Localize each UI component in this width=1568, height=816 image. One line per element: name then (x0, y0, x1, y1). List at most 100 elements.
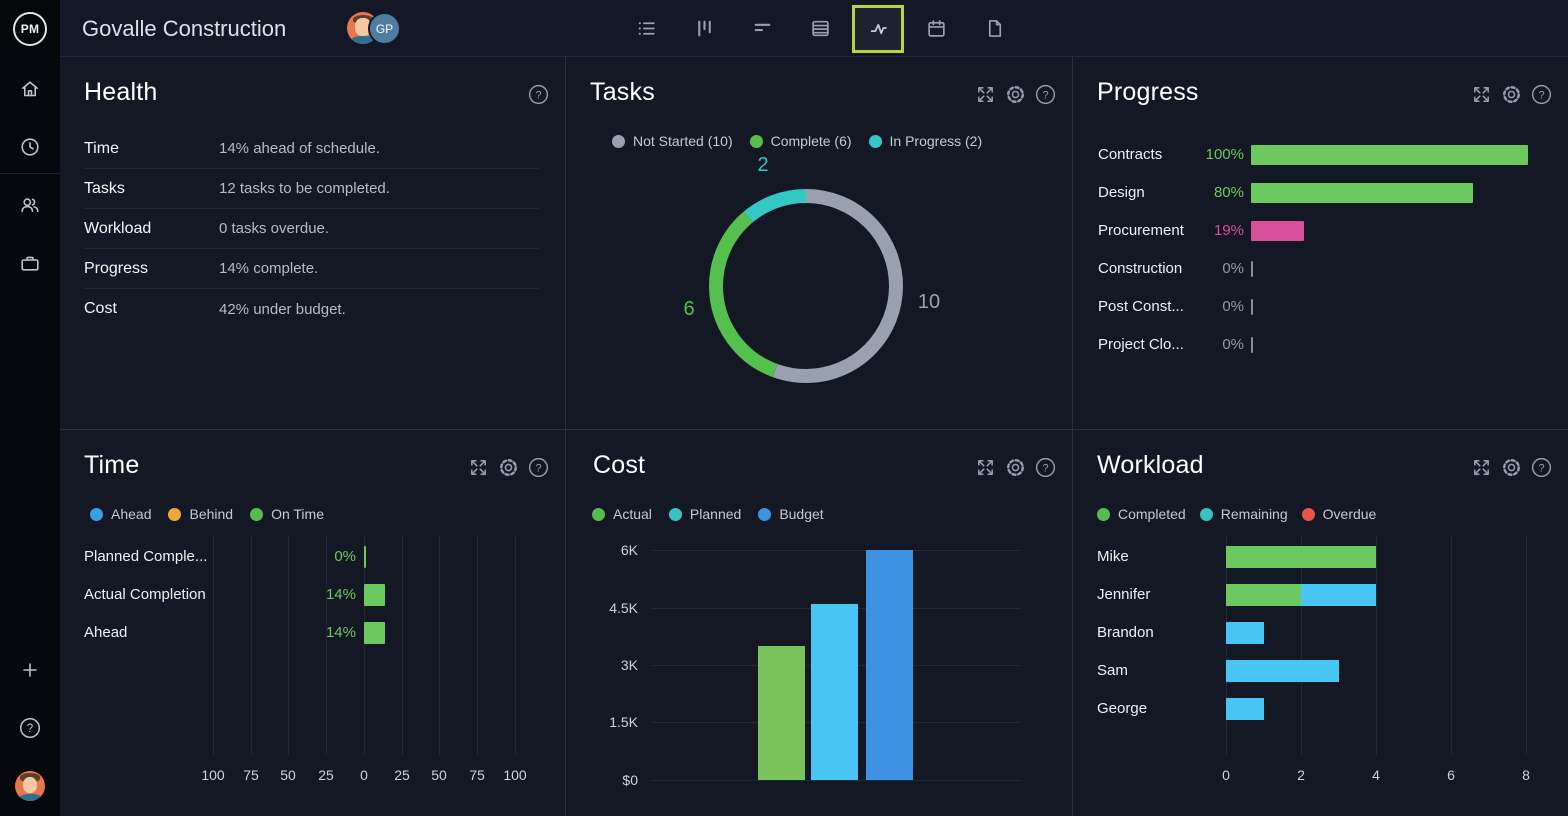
tab-list-view[interactable] (617, 0, 675, 57)
progress-title: Progress (1097, 78, 1199, 106)
panel-cost: Cost Actual Planned Budget $0 1.5K 3K 4.… (566, 430, 1072, 816)
panel-progress: Progress Contracts 100% Design 80% Procu… (1073, 57, 1568, 429)
health-metrics: Time 14% ahead of schedule. Tasks 12 tas… (84, 129, 539, 329)
legend-dot (1301, 507, 1315, 521)
row-percent: 14% (325, 586, 356, 603)
help-icon[interactable] (1035, 84, 1056, 105)
expand-icon[interactable] (1471, 84, 1492, 105)
legend-label: Behind (189, 506, 234, 522)
help-icon[interactable] (1531, 457, 1552, 478)
panel-tasks: Tasks Not Started (10) Complete (6) In P… (566, 57, 1072, 429)
gridline (402, 535, 403, 755)
gear-icon[interactable] (1501, 84, 1522, 105)
gridline (1376, 535, 1377, 755)
progress-row: Post Const... 0% (1073, 288, 1568, 326)
metric-value: 12 tasks to be completed. (219, 180, 390, 197)
legend-item: Actual (592, 506, 652, 522)
y-tick: 6K (620, 542, 638, 558)
member-avatar-initials[interactable]: GP (368, 12, 401, 45)
time-bar (364, 584, 386, 606)
help-icon[interactable] (1035, 457, 1056, 478)
tab-board-view[interactable] (675, 0, 733, 57)
gridline (1301, 535, 1302, 755)
donut-value-not-started: 10 (917, 291, 941, 313)
legend-dot (758, 507, 772, 521)
help-icon[interactable] (528, 84, 549, 105)
workload-title: Workload (1097, 451, 1204, 479)
gear-icon[interactable] (498, 457, 519, 478)
legend-item: Completed (1097, 506, 1186, 522)
x-tick: 4 (1372, 767, 1380, 783)
sidebar-item-help[interactable] (0, 716, 60, 740)
legend-label: Budget (779, 506, 824, 522)
gear-icon[interactable] (1005, 457, 1026, 478)
row-percent: 0% (334, 548, 356, 565)
cost-bar-actual (758, 646, 805, 780)
app-logo-area[interactable]: PM (0, 0, 60, 57)
metric-label: Tasks (84, 179, 125, 197)
workload-bar-segment (1226, 698, 1264, 720)
tab-sheet-view[interactable] (791, 0, 849, 57)
sidebar-item-portfolio[interactable] (0, 252, 60, 276)
gridline (439, 535, 440, 755)
gear-icon[interactable] (1005, 84, 1026, 105)
workload-bar-segment (1226, 622, 1264, 644)
view-toolbar (617, 0, 1023, 57)
progress-bar (1251, 337, 1253, 353)
sidebar-item-time[interactable] (0, 135, 60, 159)
expand-icon[interactable] (975, 84, 996, 105)
gear-icon[interactable] (1501, 457, 1522, 478)
left-sidebar (0, 57, 60, 816)
tab-activity-view-selected[interactable] (852, 4, 904, 53)
progress-row: Procurement 19% (1073, 212, 1568, 250)
cost-bar-planned (811, 604, 858, 780)
time-row: Actual Completion 14% (60, 576, 565, 614)
progress-row: Design 80% (1073, 174, 1568, 212)
legend-label: Planned (689, 506, 742, 522)
time-bar (364, 546, 366, 568)
metric-value: 0 tasks overdue. (219, 220, 330, 237)
row-label: Jennifer (1097, 586, 1151, 603)
x-tick: 75 (469, 767, 485, 783)
x-tick: 100 (503, 767, 527, 783)
tab-calendar-view[interactable] (907, 0, 965, 57)
tab-gantt-view[interactable] (733, 0, 791, 57)
workload-row: George (1073, 690, 1568, 728)
panel-health: Health Time 14% ahead of schedule. Tasks… (60, 57, 565, 429)
expand-icon[interactable] (468, 457, 489, 478)
panel-time: Time Ahead Behind On Time Planned Comple… (60, 430, 565, 816)
legend-dot (749, 134, 763, 148)
row-label: Post Const... (1098, 298, 1184, 315)
expand-icon[interactable] (975, 457, 996, 478)
legend-label: Complete (6) (770, 133, 852, 149)
sidebar-item-team[interactable] (0, 193, 60, 217)
x-tick: 100 (201, 767, 225, 783)
row-label: Actual Completion (84, 586, 206, 603)
legend-dot (612, 134, 625, 148)
progress-row: Construction 0% (1073, 250, 1568, 288)
sidebar-item-add[interactable] (0, 658, 60, 682)
tasks-donut-chart (709, 189, 903, 383)
tab-docs-view[interactable] (965, 0, 1023, 57)
x-tick: 6 (1447, 767, 1455, 783)
help-icon (19, 717, 41, 739)
legend-dot (1199, 507, 1213, 521)
x-tick: 75 (243, 767, 259, 783)
expand-icon[interactable] (1471, 457, 1492, 478)
legend-dot (592, 507, 605, 521)
home-icon (19, 78, 41, 100)
sidebar-item-home[interactable] (0, 77, 60, 101)
sidebar-user-avatar[interactable] (15, 771, 45, 801)
legend-label: Overdue (1322, 506, 1377, 522)
row-percent: 0% (1222, 336, 1244, 353)
row-label: Design (1098, 184, 1145, 201)
workload-bar (1226, 698, 1264, 720)
health-row-tasks: Tasks 12 tasks to be completed. (84, 169, 539, 209)
workload-bar (1226, 546, 1376, 568)
help-icon[interactable] (1531, 84, 1552, 105)
workload-row: Mike (1073, 538, 1568, 576)
x-tick: 2 (1297, 767, 1305, 783)
legend-item: Planned (668, 506, 742, 522)
help-icon[interactable] (528, 457, 549, 478)
legend-item: Behind (168, 506, 233, 522)
